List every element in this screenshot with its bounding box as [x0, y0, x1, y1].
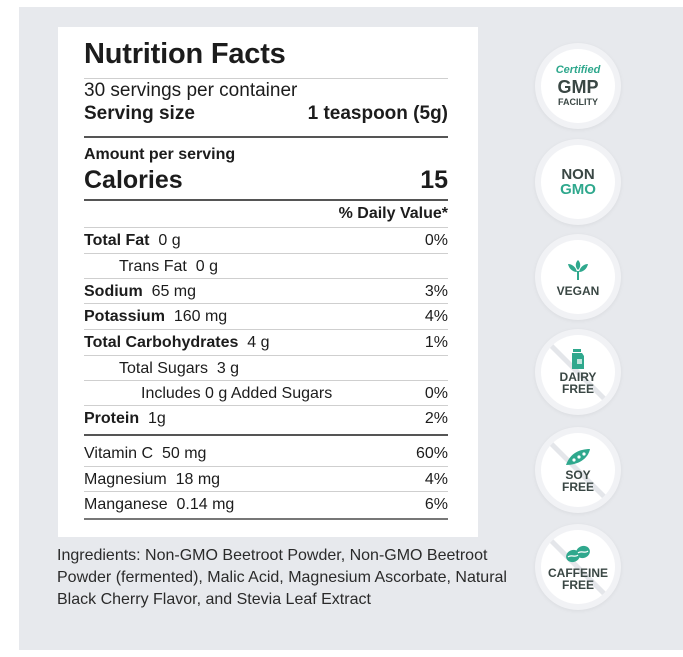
nutrient-row-total-carbohydrates: Total Carbohydrates 4 g 1% — [84, 330, 448, 355]
badge-dairy-free: DAIRY FREE — [535, 329, 621, 415]
vitamin-dv: 4% — [424, 470, 448, 488]
badge-line1: CAFFEINE — [548, 565, 608, 580]
vitamin-dv: 6% — [424, 495, 448, 513]
nutrient-name: Protein — [84, 409, 140, 427]
nutrient-amount: 160 mg — [173, 307, 228, 325]
servings-per-container: 30 servings per container — [84, 80, 298, 101]
badge-line1: VEGAN — [556, 283, 600, 298]
badge-caffeine-free: CAFFEINE FREE — [535, 524, 621, 610]
badge-line2: FREE — [561, 382, 594, 396]
nutrient-name: Total Fat — [84, 231, 150, 249]
badge-soy-free: SOY FREE — [535, 427, 621, 513]
calories-row: Calories 15 — [84, 166, 448, 195]
badge-line1: NON — [561, 166, 595, 183]
divider-thick — [84, 434, 448, 436]
vitamin-row-vitamin-c: Vitamin C 50 mg 60% — [84, 441, 448, 466]
badge-certified-gmp: Certified GMP FACILITY — [535, 43, 621, 129]
vitamin-name: Vitamin C — [84, 444, 154, 462]
nutrient-amount: 0 g — [158, 231, 181, 249]
vitamin-name: Manganese — [84, 495, 168, 513]
vitamin-name: Magnesium — [84, 470, 167, 488]
badge-line1: Certified — [555, 64, 601, 76]
label-title: Nutrition Facts — [84, 38, 286, 70]
nutrient-amount: 3 g — [216, 359, 240, 377]
divider — [84, 405, 448, 406]
ingredients-text: Ingredients: Non-GMO Beetroot Powder, No… — [57, 547, 507, 608]
divider — [84, 380, 448, 381]
nutrient-row-added-sugars: Includes 0 g Added Sugars 0% — [84, 381, 448, 406]
nutrient-row-trans-fat: Trans Fat 0 g — [84, 254, 448, 279]
nutrient-row-sodium: Sodium 65 mg 3% — [84, 279, 448, 304]
leaf-sprout-icon — [568, 259, 588, 280]
vitamin-amount: 50 mg — [161, 444, 207, 462]
nutrient-name: Total Carbohydrates — [84, 333, 239, 351]
serving-size-label: Serving size — [84, 103, 195, 124]
vitamin-row-magnesium: Magnesium 18 mg 4% — [84, 467, 448, 492]
vitamin-row-manganese: Manganese 0.14 mg 6% — [84, 492, 448, 517]
amount-per-serving: Amount per serving — [84, 146, 236, 163]
nutrient-row-total-sugars: Total Sugars 3 g — [84, 356, 448, 381]
calories-label: Calories — [84, 166, 183, 194]
vitamin-amount: 0.14 mg — [176, 495, 235, 513]
serving-size-value: 1 teaspoon (5g) — [307, 103, 448, 124]
nutrient-dv: 2% — [424, 409, 448, 427]
divider — [84, 329, 448, 330]
divider — [84, 278, 448, 279]
soybean-pod-icon — [566, 449, 590, 465]
vitamin-amount: 18 mg — [175, 470, 221, 488]
divider — [84, 78, 448, 79]
nutrient-dv: 1% — [424, 333, 448, 351]
calories-value: 15 — [420, 166, 448, 194]
divider — [84, 355, 448, 356]
daily-value-header: % Daily Value* — [338, 205, 448, 222]
badge-line2: FREE — [561, 480, 594, 494]
nutrient-name: Sodium — [84, 282, 143, 300]
badge-line1: DAIRY — [559, 370, 597, 384]
badge-line1: SOY — [565, 468, 591, 482]
nutrient-dv: 3% — [424, 282, 448, 300]
badge-line2: GMP — [557, 77, 599, 97]
divider — [84, 253, 448, 254]
nutrient-name: Total Sugars — [119, 359, 208, 377]
nutrient-row-protein: Protein 1g 2% — [84, 406, 448, 431]
nutrient-amount: 0 g — [195, 257, 219, 275]
nutrient-row-potassium: Potassium 160 mg 4% — [84, 304, 448, 329]
nutrient-amount: 1g — [148, 409, 166, 427]
divider-thick — [84, 199, 448, 201]
badge-vegan: VEGAN — [535, 234, 621, 320]
vitamin-dv: 60% — [415, 444, 448, 462]
divider — [84, 303, 448, 304]
divider — [84, 227, 448, 228]
nutrient-name: Includes 0 g Added Sugars — [141, 384, 333, 402]
nutrient-amount: 65 mg — [151, 282, 197, 300]
nutrient-dv: 0% — [424, 384, 448, 402]
divider — [84, 491, 448, 492]
divider — [84, 518, 448, 520]
divider-thick — [84, 136, 448, 138]
serving-size-row: Serving size 1 teaspoon (5g) — [84, 103, 448, 125]
badge-line2: GMO — [560, 181, 596, 198]
nutrient-row-total-fat: Total Fat 0 g 0% — [84, 228, 448, 253]
nutrient-dv: 4% — [424, 307, 448, 325]
nutrient-dv: 0% — [424, 231, 448, 249]
badge-line2: FREE — [561, 577, 594, 592]
milk-carton-icon — [572, 349, 584, 369]
badge-non-gmo: NON GMO — [535, 139, 621, 225]
nutrient-amount: 4 g — [247, 333, 270, 351]
nutrient-name: Trans Fat — [119, 257, 187, 275]
nutrition-facts-label: Nutrition Facts 30 servings per containe… — [58, 27, 478, 537]
nutrient-name: Potassium — [84, 307, 165, 325]
coffee-bean-icon — [566, 545, 590, 562]
badge-line3: FACILITY — [558, 97, 598, 107]
divider — [84, 466, 448, 467]
